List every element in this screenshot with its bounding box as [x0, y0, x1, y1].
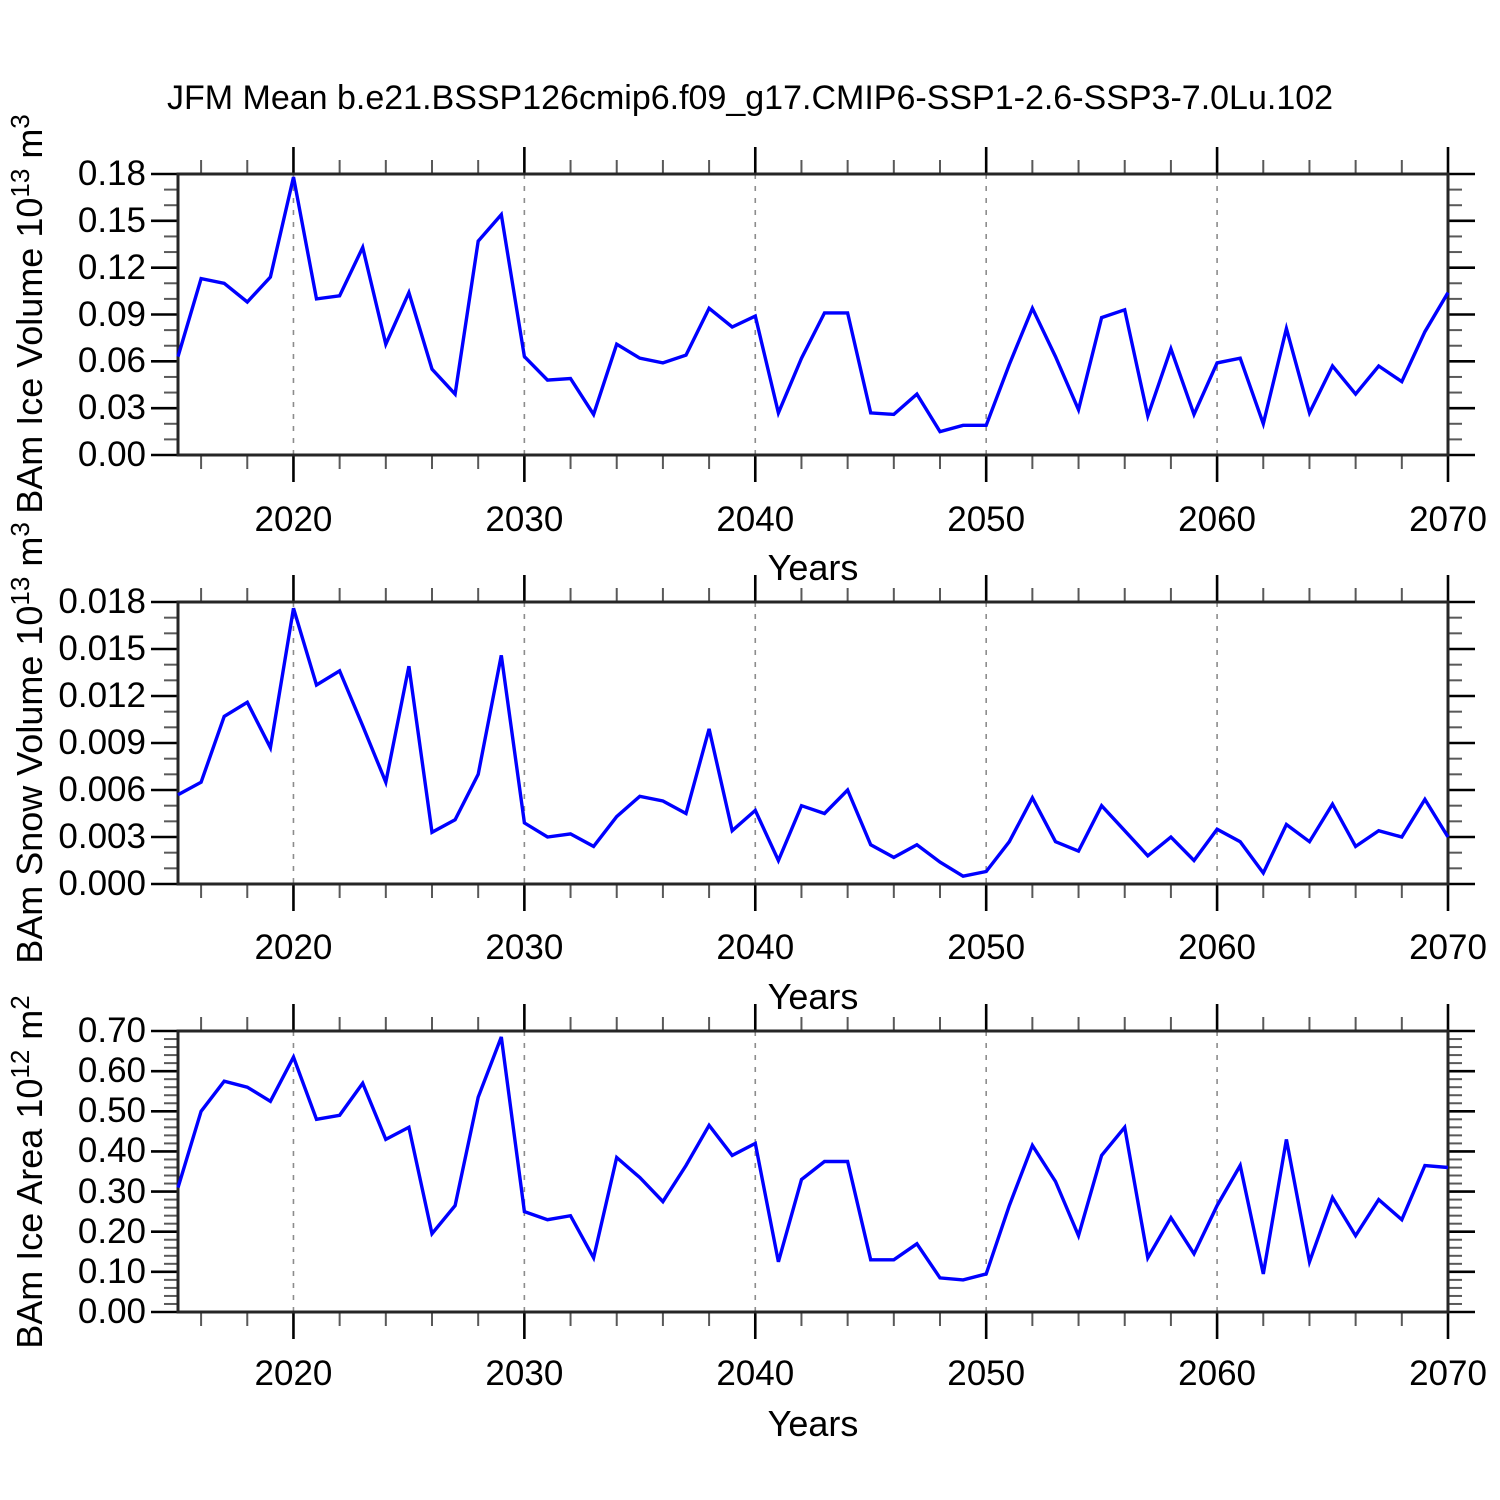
x-tick-label: 2030: [485, 1354, 564, 1393]
y-axis-title-exponent: 2: [5, 995, 35, 1010]
y-tick-label: 0.60: [77, 1051, 146, 1091]
data-line-ice-area: [176, 1036, 1449, 1282]
y-tick-label: 0.70: [77, 1011, 146, 1050]
x-tick-label: 2050: [947, 1354, 1026, 1393]
y-tick-label: 0.03: [77, 388, 146, 428]
y-tick-label: 0.00: [77, 435, 146, 474]
y-tick-label: 0.015: [58, 629, 146, 668]
y-axis-title-exponent: 3: [5, 522, 35, 537]
y-tick-label: 0.018: [58, 582, 146, 621]
x-tick-label: 2060: [1178, 928, 1257, 967]
y-tick-label: 0.012: [58, 676, 146, 715]
y-tick-label: 0.06: [77, 341, 146, 381]
x-tick-label: 2020: [254, 500, 333, 539]
x-tick-label: 2040: [716, 928, 795, 967]
y-tick-label: 0.18: [77, 154, 146, 193]
data-line-ice-volume: [176, 176, 1450, 434]
y-tick-label: 0.40: [77, 1131, 146, 1171]
x-tick-label: 2030: [485, 928, 564, 967]
y-tick-label: 0.009: [58, 723, 146, 762]
y-axis-title-segment: m: [9, 536, 50, 577]
y-axis-title-exponent: 3: [5, 114, 35, 129]
x-tick-label: 2070: [1409, 500, 1487, 539]
y-tick-label: 0.000: [58, 864, 146, 903]
x-axis-title: Years: [767, 1403, 859, 1444]
x-tick-label: 2040: [716, 500, 795, 539]
y-tick-label: 0.30: [77, 1171, 146, 1211]
x-axis-title: Years: [767, 547, 859, 588]
x-tick-label: 2070: [1409, 1354, 1487, 1393]
x-axis-title: Years: [767, 976, 859, 1017]
y-tick-label: 0.006: [58, 770, 146, 809]
x-tick-label: 2030: [485, 500, 564, 539]
x-tick-label: 2060: [1178, 1354, 1257, 1393]
plot-border: [176, 600, 1450, 886]
y-tick-label: 0.15: [77, 200, 146, 240]
x-tick-label: 2050: [947, 928, 1026, 967]
y-tick-label: 0.10: [77, 1251, 146, 1291]
y-tick-label: 0.003: [58, 817, 146, 856]
y-tick-label: 0.12: [77, 247, 146, 287]
data-line-snow-volume: [177, 607, 1450, 878]
plot-border: [176, 1029, 1450, 1314]
x-tick-label: 2060: [1178, 500, 1257, 539]
y-tick-label: 0.09: [77, 294, 146, 334]
x-tick-label: 2020: [254, 928, 333, 967]
x-tick-label: 2050: [947, 500, 1026, 539]
y-tick-label: 0.00: [77, 1292, 146, 1331]
x-tick-label: 2040: [716, 1354, 795, 1393]
x-tick-label: 2070: [1409, 928, 1487, 967]
chart-title: JFM Mean b.e21.BSSP126cmip6.f09_g17.CMIP…: [166, 79, 1334, 117]
y-tick-label: 0.50: [77, 1091, 146, 1131]
y-tick-label: 0.20: [77, 1211, 146, 1251]
x-tick-label: 2020: [254, 1354, 333, 1393]
plot-border: [176, 172, 1450, 457]
